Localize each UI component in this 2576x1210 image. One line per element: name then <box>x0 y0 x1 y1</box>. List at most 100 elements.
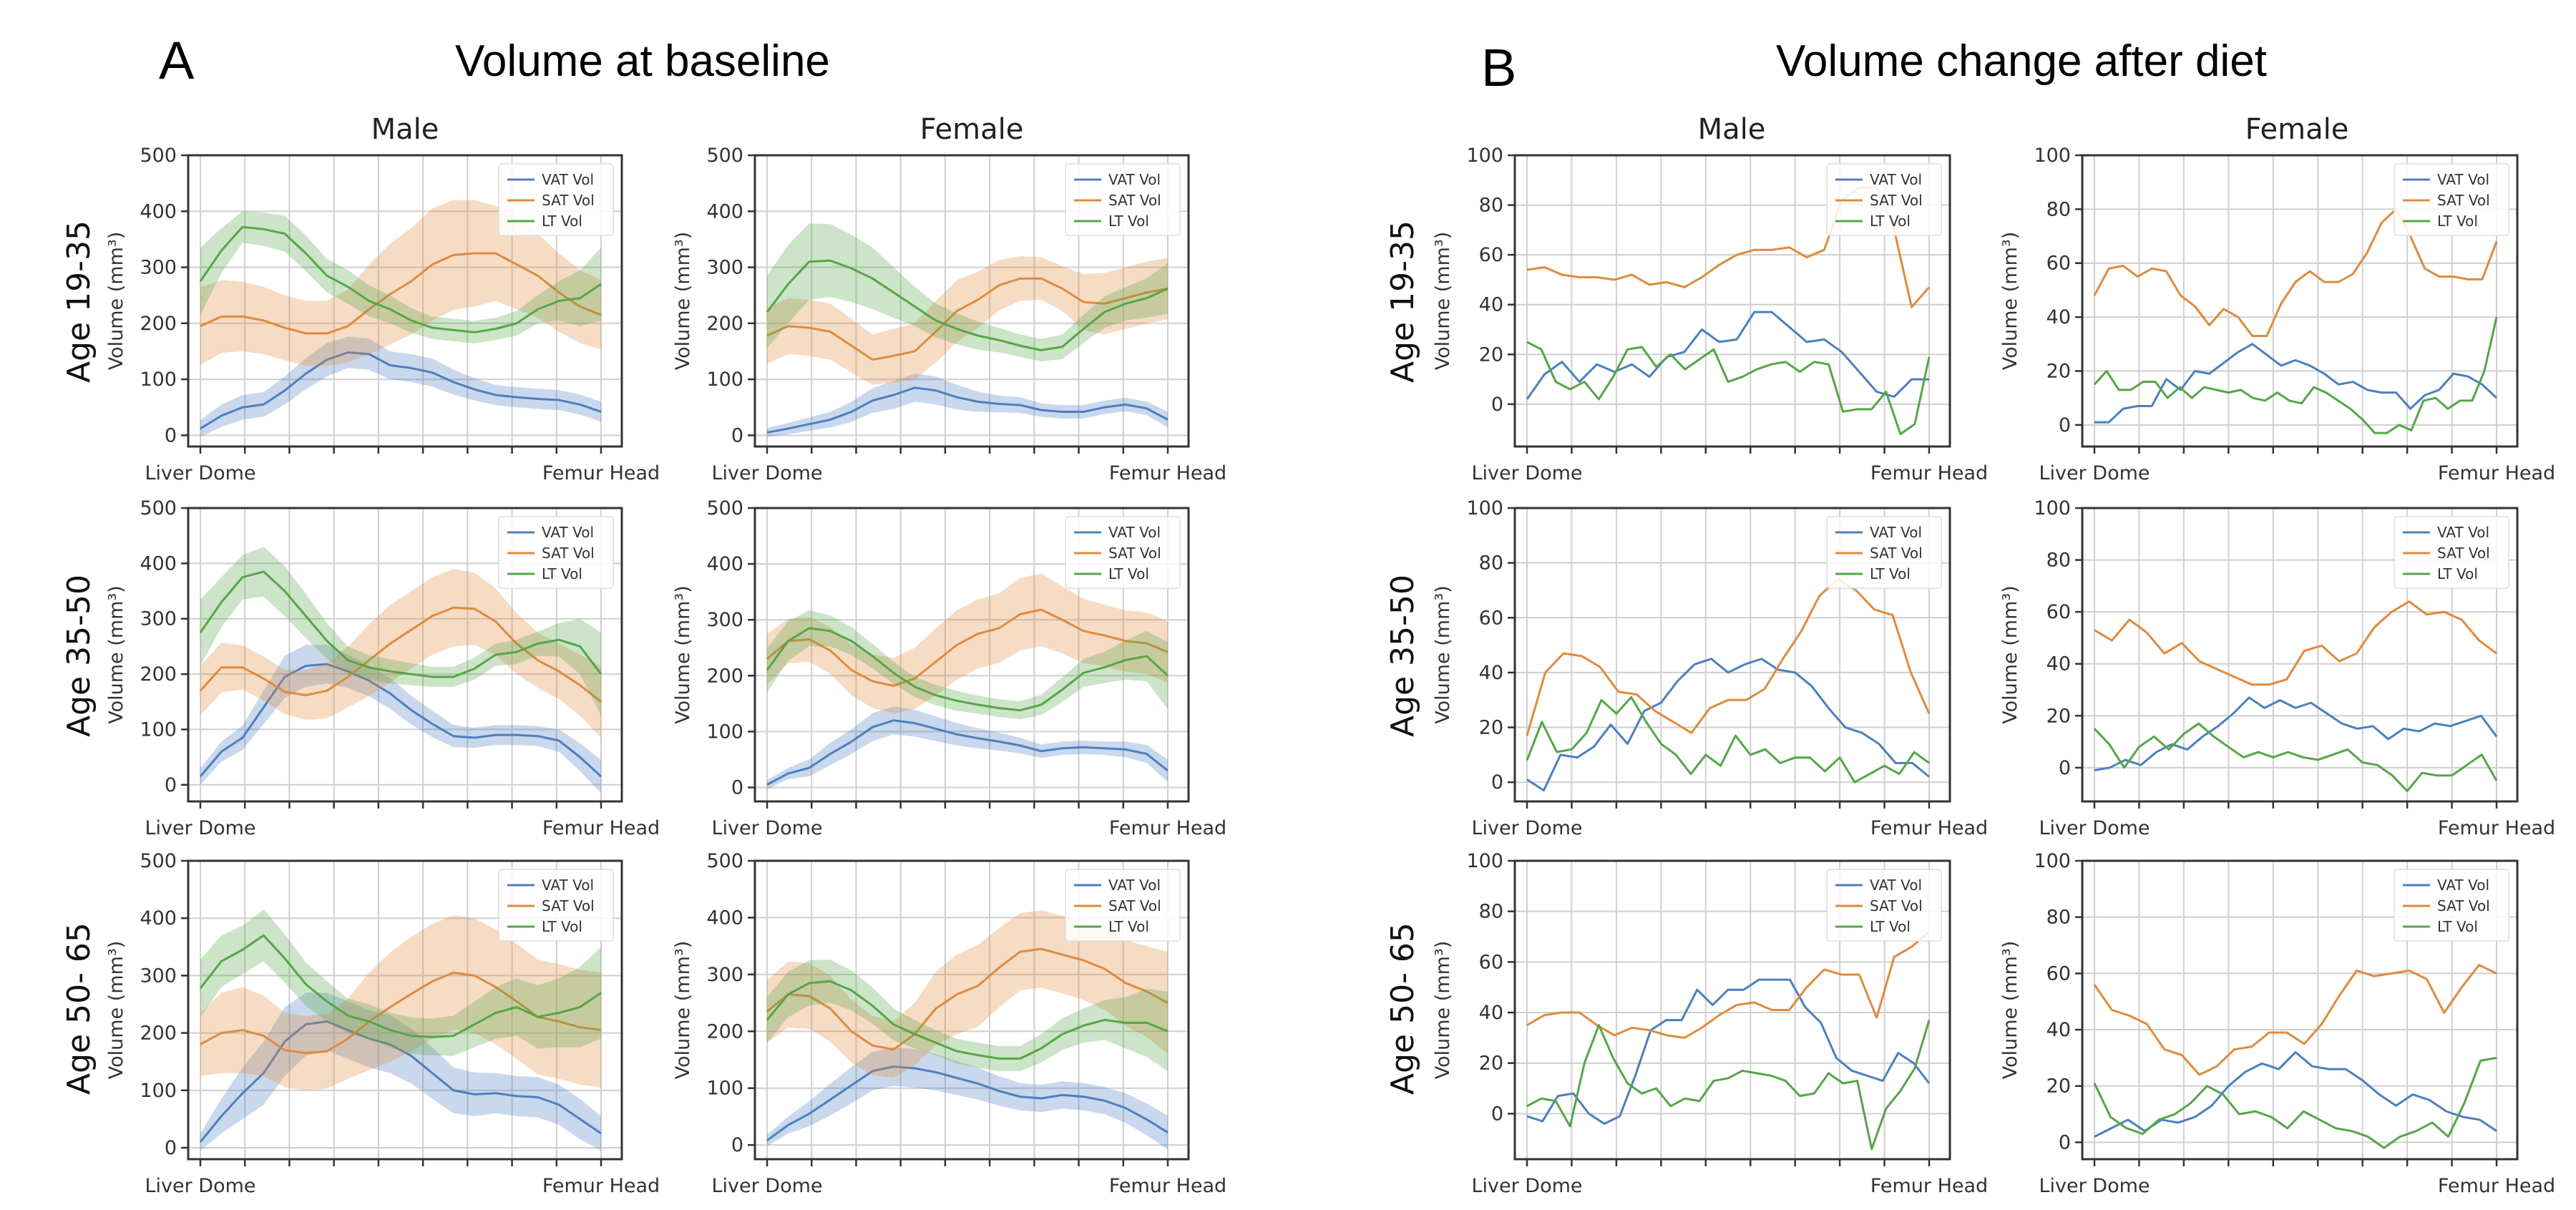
y-tick-label: 100 <box>2034 145 2071 167</box>
y-tick-label: 200 <box>140 1023 177 1045</box>
legend-label-sat-vol: SAT Vol <box>542 897 595 914</box>
line-lt-vol <box>2093 1056 2497 1149</box>
y-tick-label: 80 <box>2046 907 2071 929</box>
subplot-b-male-age-19-35: 0 20 40 60 80 100 Liver Dome Femur Head Volume (… <box>1432 145 1988 484</box>
y-tick-label: 20 <box>2046 705 2071 727</box>
legend: VAT Vol SAT Vol LT Vol <box>1826 516 1942 589</box>
y-tick-label: 80 <box>1479 901 1503 923</box>
band-vat-vol <box>200 992 601 1151</box>
x-tick-label-end: Femur Head <box>1109 817 1226 839</box>
y-tick-label: 500 <box>706 145 743 167</box>
line-vat-vol <box>1526 978 1931 1126</box>
y-tick-label: 60 <box>1479 244 1503 266</box>
y-axis-label: Volume (mm³) <box>672 232 694 371</box>
y-tick-label: 40 <box>1479 1002 1503 1024</box>
col-title-a-male: Male <box>371 113 439 146</box>
axes-frame <box>187 507 623 803</box>
legend-label-sat-vol: SAT Vol <box>2437 897 2490 914</box>
legend-label-vat-vol: VAT Vol <box>542 524 594 541</box>
y-tick-label: 300 <box>140 965 177 987</box>
legend-label-sat-vol: SAT Vol <box>1108 897 1161 914</box>
line-vat-vol <box>1526 658 1930 792</box>
legend: VAT Vol SAT Vol LT Vol <box>1826 163 1942 236</box>
y-tick-label: 300 <box>140 608 177 630</box>
y-tick-label: 0 <box>2059 757 2071 779</box>
y-tick-label: 300 <box>140 257 177 279</box>
legend: VAT Vol SAT Vol LT Vol <box>2394 869 2509 942</box>
legend-label-vat-vol: VAT Vol <box>2437 524 2489 541</box>
x-tick-label-start: Liver Dome <box>2039 462 2150 484</box>
y-tick-label: 80 <box>1479 552 1503 575</box>
legend-label-lt-vol: LT Vol <box>2437 918 2478 935</box>
legend-label-lt-vol: LT Vol <box>1870 213 1911 230</box>
y-tick-label: 400 <box>706 907 743 929</box>
x-tick-label-start: Liver Dome <box>1471 462 1582 484</box>
x-tick-label-end: Femur Head <box>2438 1175 2555 1197</box>
subplot-a-female-age-50-65: 0 100 200 300 400 500 Liver Dome Femur Head Volu… <box>672 850 1226 1197</box>
y-tick-label: 100 <box>2034 850 2071 872</box>
legend-label-sat-vol: SAT Vol <box>1870 192 1923 209</box>
subplot-b-female-age-35-50: 0 20 40 60 80 100 Liver Dome Femur Head Volume (… <box>1999 497 2555 839</box>
legend-label-sat-vol: SAT Vol <box>2437 192 2490 209</box>
y-axis-label: Volume (mm³) <box>105 941 127 1080</box>
legend-label-lt-vol: LT Vol <box>542 565 582 582</box>
legend-label-sat-vol: SAT Vol <box>1108 545 1161 562</box>
y-tick-label: 100 <box>1466 145 1503 167</box>
legend-box <box>498 869 614 942</box>
subplot-b-male-age-50-65: 0 20 40 60 80 100 Liver Dome Femur Head Volume (… <box>1432 850 1988 1197</box>
line-sat-vol <box>766 947 1169 1051</box>
legend-box <box>1826 163 1942 236</box>
x-tick-label-end: Femur Head <box>1870 462 1988 484</box>
band-lt-vol <box>200 547 601 716</box>
legend-label-sat-vol: SAT Vol <box>1108 192 1161 209</box>
y-axis-label: Volume (mm³) <box>1432 941 1454 1080</box>
legend-label-sat-vol: SAT Vol <box>542 192 595 209</box>
y-tick-label: 80 <box>2046 550 2071 572</box>
legend-label-vat-vol: VAT Vol <box>1870 877 1922 894</box>
band-vat-vol <box>767 706 1168 789</box>
y-tick-label: 500 <box>140 850 177 872</box>
band-vat-vol <box>200 336 601 437</box>
y-tick-label: 400 <box>140 200 177 223</box>
y-tick-label: 0 <box>731 776 743 799</box>
y-tick-label: 0 <box>731 424 743 447</box>
y-tick-label: 20 <box>2046 1075 2071 1098</box>
y-tick-label: 300 <box>706 609 743 631</box>
legend-label-vat-vol: VAT Vol <box>542 877 594 894</box>
panel-b-letter: B <box>1481 38 1517 97</box>
y-tick-label: 40 <box>2046 1019 2071 1041</box>
legend-box <box>1065 163 1181 236</box>
legend-label-vat-vol: VAT Vol <box>1870 171 1922 188</box>
y-axis-label: Volume (mm³) <box>1432 232 1454 371</box>
x-tick-label-start: Liver Dome <box>2039 1175 2150 1197</box>
line-vat-vol <box>200 351 602 430</box>
x-tick-label-start: Liver Dome <box>1471 817 1582 839</box>
band-lt-vol <box>767 223 1168 362</box>
y-tick-label: 100 <box>706 721 743 743</box>
legend-label-lt-vol: LT Vol <box>542 213 582 230</box>
y-tick-label: 100 <box>140 369 177 391</box>
y-tick-label: 200 <box>140 313 177 335</box>
line-vat-vol <box>766 386 1169 434</box>
legend: VAT Vol SAT Vol LT Vol <box>1826 869 1942 942</box>
legend: VAT Vol SAT Vol LT Vol <box>498 163 614 236</box>
y-tick-label: 100 <box>2034 497 2071 519</box>
subplot-b-male-age-35-50: 0 20 40 60 80 100 Liver Dome Femur Head Volume (… <box>1432 497 1988 839</box>
legend-box <box>1065 516 1181 589</box>
band-sat-vol <box>200 915 601 1091</box>
y-tick-label: 200 <box>706 313 743 335</box>
subplot-a-female-age-19-35: 0 100 200 300 400 500 Liver Dome Femur Head Volu… <box>672 145 1226 484</box>
x-tick-label-end: Femur Head <box>1109 462 1226 484</box>
y-tick-label: 0 <box>1491 1103 1503 1125</box>
line-vat-vol <box>766 719 1169 786</box>
x-tick-label-end: Femur Head <box>542 817 660 839</box>
line-lt-vol <box>1526 696 1930 784</box>
legend-label-lt-vol: LT Vol <box>2437 565 2478 582</box>
y-tick-label: 400 <box>706 200 743 223</box>
y-tick-label: 40 <box>2046 653 2071 675</box>
x-tick-label-end: Femur Head <box>1870 1175 1988 1197</box>
legend-label-lt-vol: LT Vol <box>2437 213 2478 230</box>
legend-label-vat-vol: VAT Vol <box>542 171 594 188</box>
axes-frame <box>187 154 623 448</box>
